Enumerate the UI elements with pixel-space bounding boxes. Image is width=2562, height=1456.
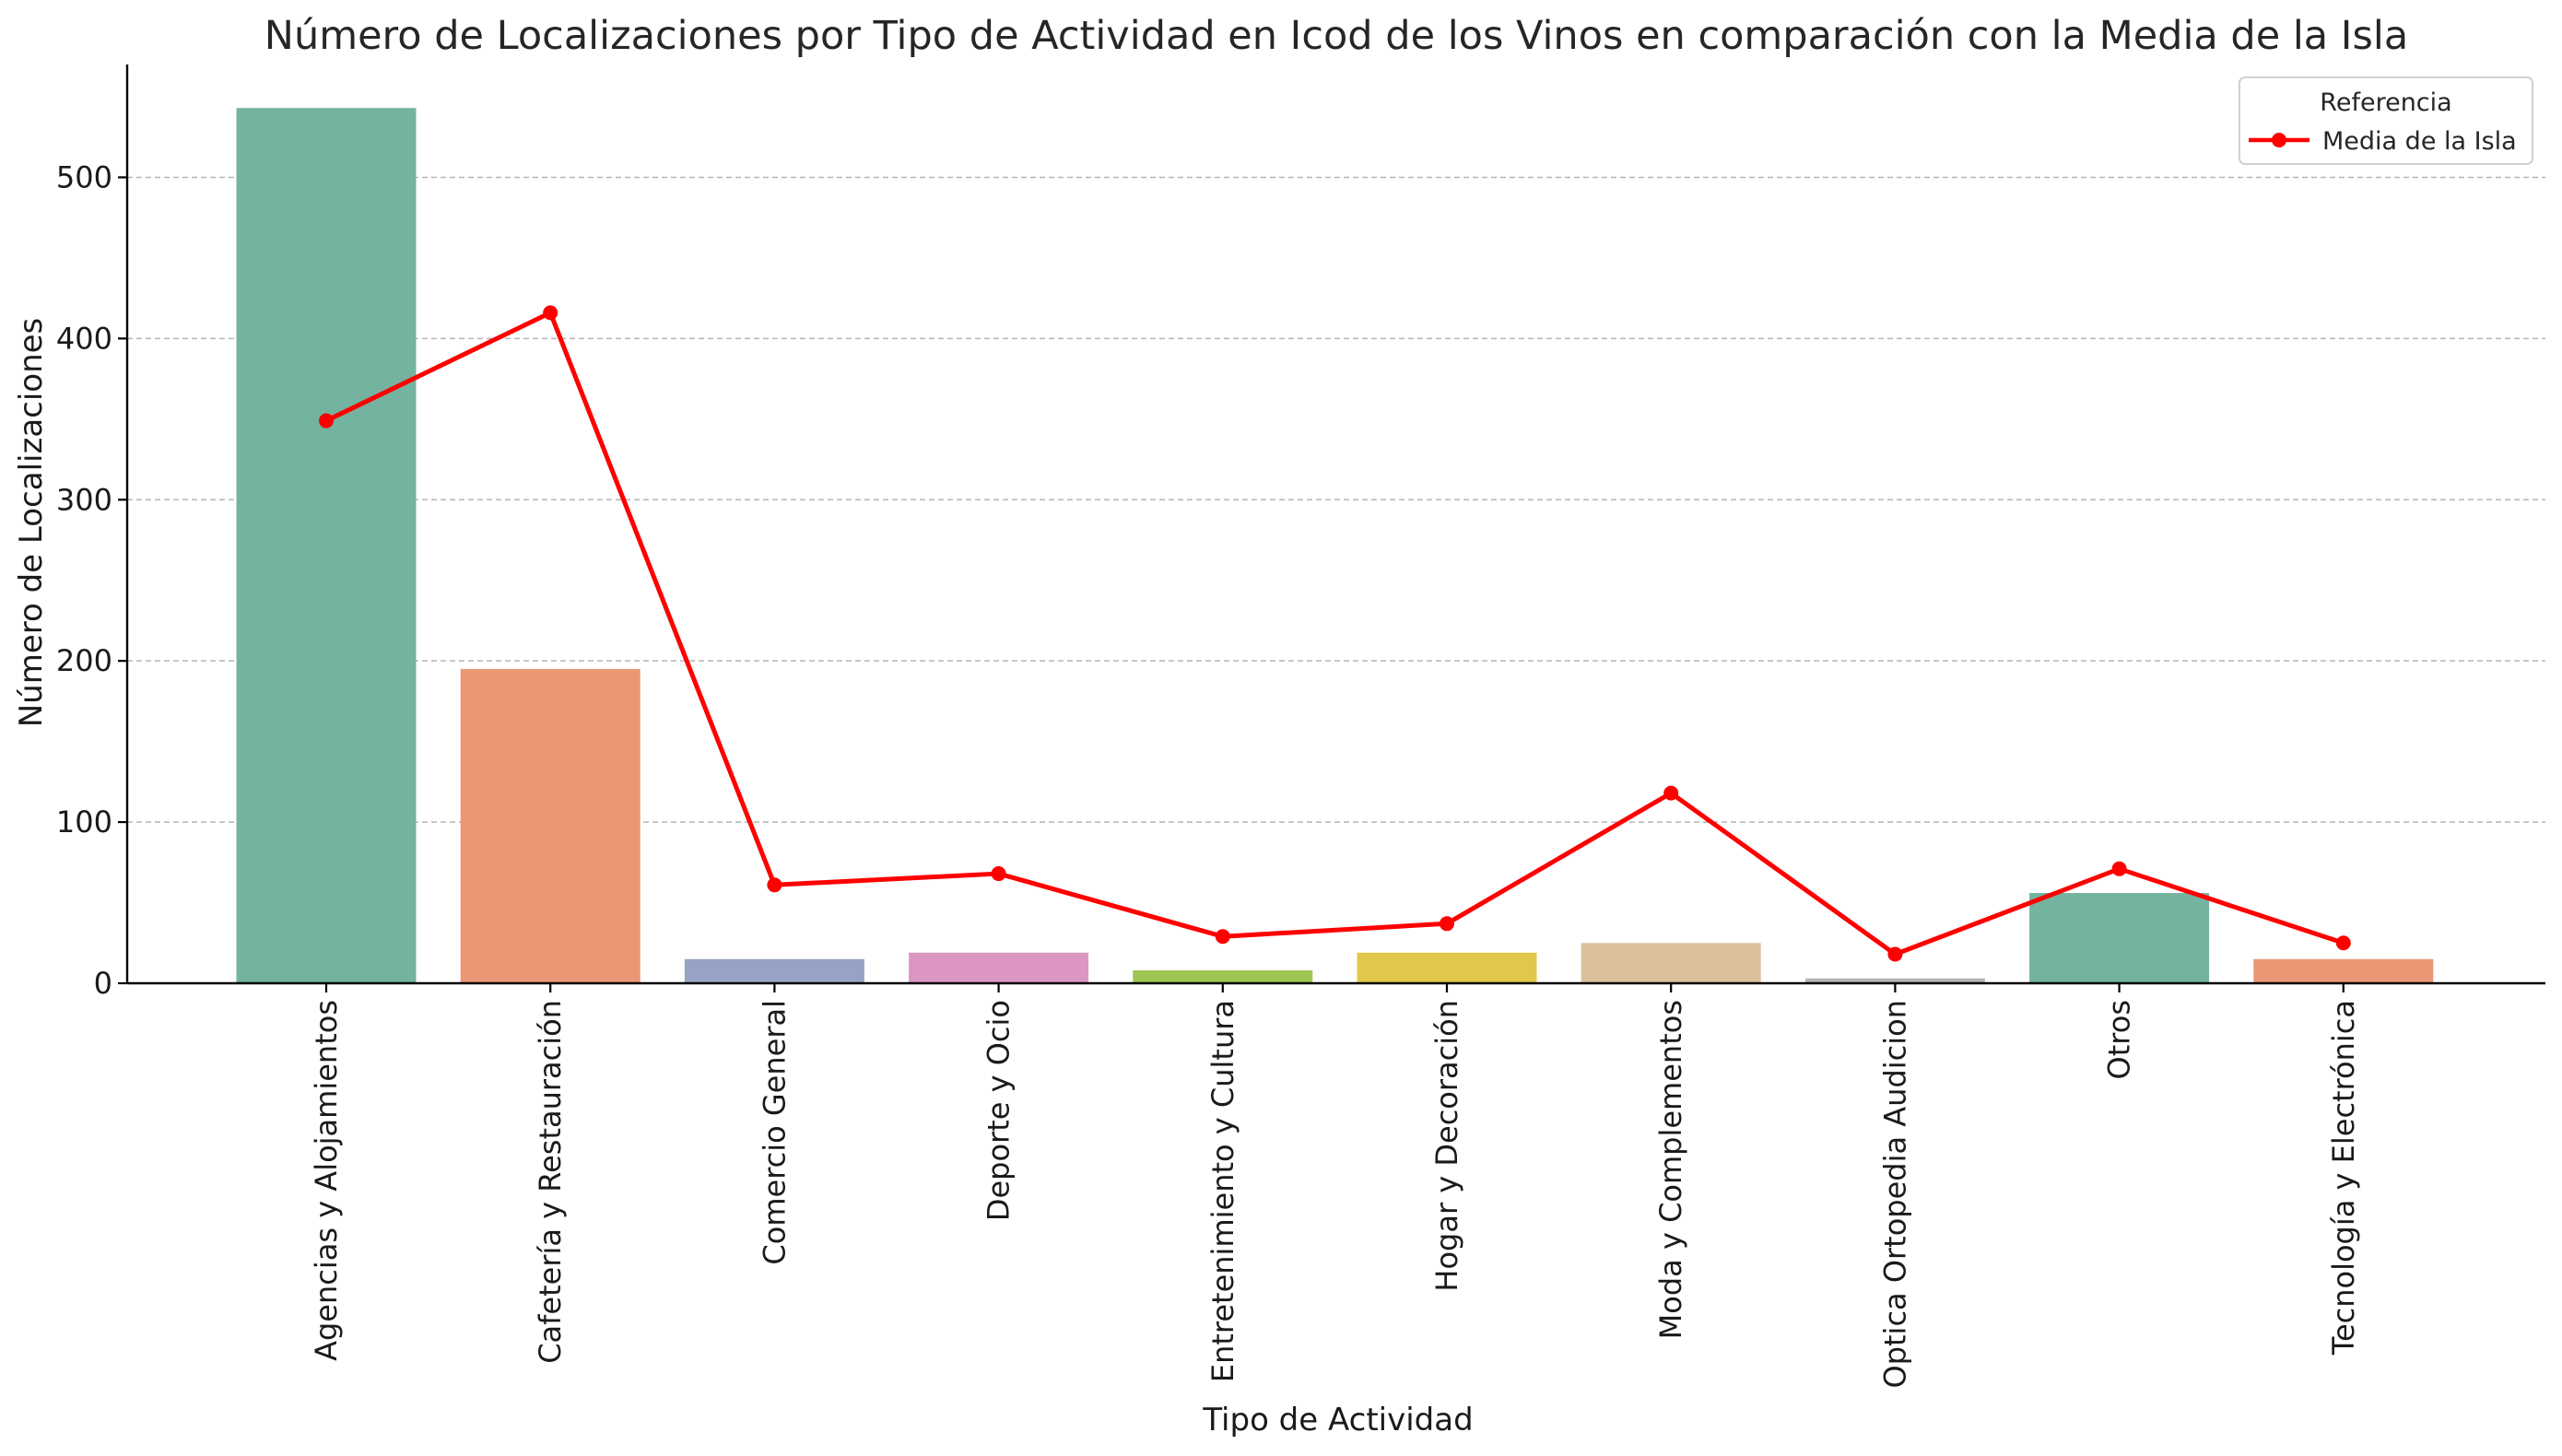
y-tick-label: 500 — [56, 159, 112, 194]
x-tick-label: Otros — [2102, 1000, 2137, 1079]
y-tick-label: 300 — [56, 482, 112, 517]
x-tick-label: Optica Ortopedia Audicion — [1877, 1000, 1912, 1388]
x-tick-label: Deporte y Ocio — [981, 1000, 1017, 1221]
line-point-7 — [1663, 785, 1679, 801]
bar-8 — [1804, 978, 1985, 983]
line-point-6 — [1440, 916, 1454, 932]
x-tick-label: Hogar y Decoración — [1429, 1000, 1464, 1292]
x-tick-label: Moda y Complementos — [1653, 1000, 1688, 1339]
legend: Referencia Media de la Isla — [2239, 76, 2533, 165]
line-point-8 — [1887, 946, 1903, 962]
bar-2 — [460, 668, 640, 983]
line-point-5 — [1215, 929, 1230, 945]
bars-layer — [236, 108, 2434, 983]
y-tick-label: 100 — [56, 804, 112, 840]
bar-4 — [909, 952, 1089, 983]
x-tick-label: Agencias y Alojamientos — [309, 1000, 344, 1361]
y-tick-label: 200 — [56, 643, 112, 678]
legend-marker-swatch — [2272, 133, 2286, 147]
y-tick-label: 0 — [94, 966, 112, 1001]
line-point-10 — [2335, 935, 2351, 951]
bar-9 — [2029, 893, 2210, 983]
series-line-media-de-la-isla — [324, 310, 2345, 957]
y-axis-label: Número de Localizaciones — [13, 318, 50, 728]
bar-1 — [236, 108, 417, 983]
legend-entry-label: Media de la Isla — [2322, 127, 2517, 156]
bar-7 — [1581, 943, 1761, 983]
bar-5 — [1133, 970, 1313, 983]
x-tick-label: Tecnología y Electrónica — [2326, 1000, 2361, 1356]
line-layer — [319, 305, 2351, 962]
line-point-9 — [2111, 861, 2127, 876]
line-point-1 — [319, 413, 334, 429]
bar-10 — [2253, 958, 2434, 983]
axes-layer — [118, 65, 2545, 992]
x-tick-label: Entretenimiento y Cultura — [1205, 1000, 1240, 1382]
legend-frame — [2239, 76, 2533, 165]
x-axis-label: Tipo de Actividad — [1202, 1402, 1473, 1438]
x-tick-label: Comercio General — [757, 1000, 792, 1265]
bar-3 — [684, 958, 864, 983]
grid-layer — [127, 176, 2545, 823]
legend-title: Referencia — [2320, 88, 2451, 117]
line-point-3 — [767, 877, 782, 893]
bar-6 — [1357, 952, 1537, 983]
x-tick-label: Cafetería y Restauración — [533, 1000, 568, 1364]
chart-title: Número de Localizaciones por Tipo de Act… — [264, 13, 2408, 59]
line-point-4 — [991, 866, 1006, 882]
x-tick-labels: Agencias y Alojamientos Cafetería y Resta… — [309, 1000, 2361, 1388]
y-tick-labels: 0 100 200 300 400 500 — [56, 159, 112, 1001]
line-point-2 — [543, 305, 558, 321]
y-tick-label: 400 — [56, 321, 112, 356]
